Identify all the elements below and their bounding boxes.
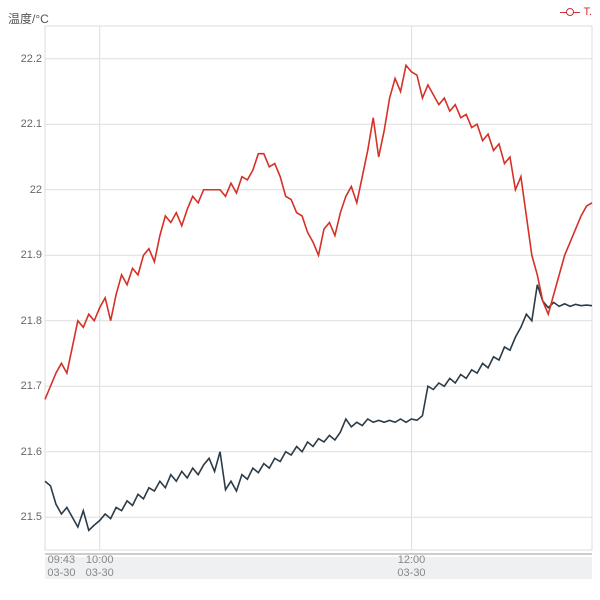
x-tick-time: 09:43 — [48, 554, 76, 566]
y-tick-label: 21.6 — [21, 446, 42, 458]
y-tick-label: 22.2 — [21, 53, 42, 65]
chart-svg — [0, 0, 600, 600]
y-tick-label: 22.1 — [21, 118, 42, 130]
x-tick-date: 03-30 — [86, 567, 114, 579]
series-dark-line — [45, 285, 592, 531]
x-tick-time: 10:00 — [86, 554, 114, 566]
y-tick-label: 21.7 — [21, 380, 42, 392]
y-tick-label: 21.5 — [21, 511, 42, 523]
y-tick-label: 21.9 — [21, 249, 42, 261]
x-tick-date: 03-30 — [47, 567, 75, 579]
chart-container: 温度/°C T. 21.521.621.721.821.92222.122.2 … — [0, 0, 600, 600]
x-tick-time: 12:00 — [398, 554, 426, 566]
bottom-band — [45, 554, 592, 579]
y-tick-label: 21.8 — [21, 315, 42, 327]
gridlines — [45, 26, 592, 550]
x-tick-date: 03-30 — [397, 567, 425, 579]
y-tick-label: 22 — [30, 184, 42, 196]
